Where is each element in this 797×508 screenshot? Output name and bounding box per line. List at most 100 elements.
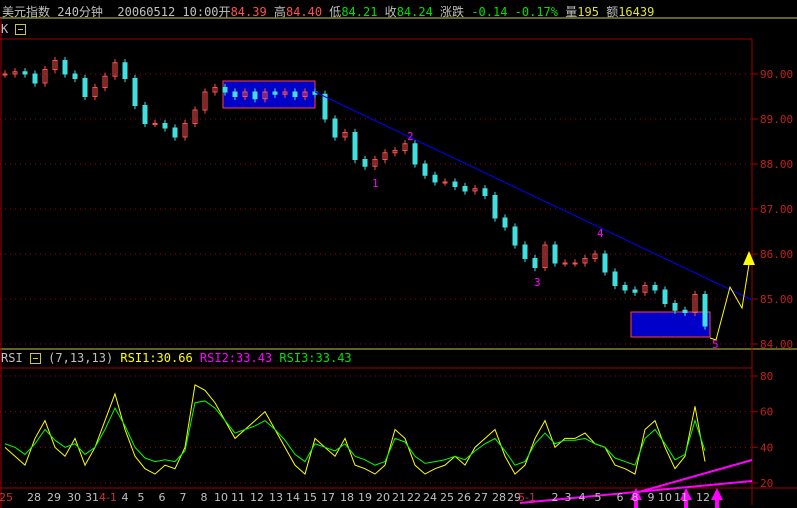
candle-body xyxy=(122,62,128,79)
arrow-up-icon xyxy=(680,488,692,500)
low-value: 84.21 xyxy=(341,5,378,19)
change-value: -0.14 xyxy=(471,5,508,19)
period: 240分钟 xyxy=(57,5,103,19)
candle-body xyxy=(342,132,348,138)
rsi-panel-label: RSI (7,13,13) RSI1:30.66 RSI2:33.43 RSI3… xyxy=(1,351,352,365)
collapse-icon[interactable] xyxy=(15,24,27,35)
date-tick-label: 4-1 xyxy=(99,491,117,504)
projection-arrow xyxy=(743,251,755,265)
price-tick-label: 88.00 xyxy=(760,158,793,171)
candle-body xyxy=(102,75,108,88)
wave-label: 3 xyxy=(534,276,541,289)
date-tick-label: 10 xyxy=(214,491,228,504)
date-tick-label: 19 xyxy=(358,491,372,504)
rsi-params: (7,13,13) xyxy=(48,351,114,365)
price-tick-label: 87.00 xyxy=(760,203,793,216)
candle-body xyxy=(522,244,528,259)
rsi-label: RSI xyxy=(1,351,23,365)
date-tick-label: 5 xyxy=(138,491,145,504)
date-tick-label: 26 xyxy=(457,491,471,504)
date-tick-label: 12 xyxy=(696,491,710,504)
candle-body xyxy=(502,217,508,228)
date-tick-label: 25 xyxy=(440,491,454,504)
candle-body xyxy=(542,244,548,268)
candle-body xyxy=(492,195,498,219)
rsi1-value: RSI1:30.66 xyxy=(120,351,193,365)
rsi2-value: RSI2:33.43 xyxy=(199,351,273,365)
low-label: 低 xyxy=(329,5,342,19)
candle-body xyxy=(462,186,468,192)
date-tick-label: 17 xyxy=(321,491,335,504)
open-label: 开 xyxy=(218,5,231,19)
candle-body xyxy=(372,159,378,167)
rsi-tick-label: 20 xyxy=(760,477,773,490)
candle-body xyxy=(552,244,558,264)
wave-label: 5 xyxy=(712,338,719,351)
date-tick-label: 5-1 xyxy=(518,491,536,504)
candle-body xyxy=(152,123,158,125)
close-value: 84.24 xyxy=(396,5,433,19)
candle-body xyxy=(602,253,608,273)
price-tick-label: 90.00 xyxy=(760,68,793,81)
candle-body xyxy=(212,87,218,93)
date-tick-label: 28 xyxy=(27,491,41,504)
wave-label: 2 xyxy=(407,130,414,143)
candle-body xyxy=(532,258,538,268)
candle-body xyxy=(362,159,368,167)
candle-body xyxy=(382,152,388,160)
rsi-tick-label: 60 xyxy=(760,406,773,419)
rsi3-line xyxy=(4,400,706,466)
volume-value: 195 xyxy=(577,5,599,19)
candle-body xyxy=(2,73,8,76)
candle-body xyxy=(22,71,28,75)
date-tick-label: 6 xyxy=(159,491,166,504)
candle-body xyxy=(132,78,138,106)
candle-body xyxy=(262,91,268,100)
candle-body xyxy=(692,294,698,313)
candle-body xyxy=(632,289,638,293)
consolidation-box xyxy=(222,80,316,109)
change-pct: -0.17% xyxy=(514,5,559,19)
date-tick-label: 24 xyxy=(423,491,437,504)
candle-body xyxy=(142,105,148,124)
wave-label: 1 xyxy=(372,177,379,190)
candle-body xyxy=(432,174,438,183)
date-tick-label: 14 xyxy=(286,491,300,504)
rsi-tick-label: 80 xyxy=(760,370,773,383)
candle-body xyxy=(512,226,518,246)
candle-body xyxy=(252,91,258,100)
candle-body xyxy=(392,150,398,154)
candle-body xyxy=(12,71,18,75)
candle-body xyxy=(642,285,648,293)
date-tick-label: 4 xyxy=(579,491,586,504)
price-tick-label: 84.00 xyxy=(760,338,793,351)
collapse-icon[interactable] xyxy=(29,353,41,364)
candle-body xyxy=(182,123,188,138)
candle-body xyxy=(452,181,458,187)
date-tick-label: 25 xyxy=(0,491,13,504)
open-value: 84.39 xyxy=(230,5,267,19)
date-tick-label: 11 xyxy=(231,491,245,504)
candle-body xyxy=(652,285,658,291)
close-label: 收 xyxy=(384,5,397,19)
candle-body xyxy=(82,78,88,97)
date-tick-label: 28 xyxy=(492,491,506,504)
high-label: 高 xyxy=(273,5,286,19)
wave-label: 4 xyxy=(597,227,604,240)
rsi-trend-line xyxy=(634,459,753,494)
price-tick-label: 85.00 xyxy=(760,293,793,306)
rsi-tick-label: 40 xyxy=(760,441,773,454)
candle-body xyxy=(582,258,588,264)
candle-body xyxy=(42,69,48,84)
date-tick-label: 13 xyxy=(269,491,283,504)
candle-body xyxy=(162,123,168,129)
candle-body xyxy=(272,91,278,95)
candle-body xyxy=(672,303,678,311)
volume-label: 量 xyxy=(565,5,578,19)
candle-body xyxy=(112,62,118,77)
candle-body xyxy=(662,289,668,304)
quote-header: 美元指数 240分钟 20060512 10:00开84.39 高84.40 低… xyxy=(2,3,654,20)
price-tick-label: 86.00 xyxy=(760,248,793,261)
date-tick-label: 12 xyxy=(250,491,264,504)
